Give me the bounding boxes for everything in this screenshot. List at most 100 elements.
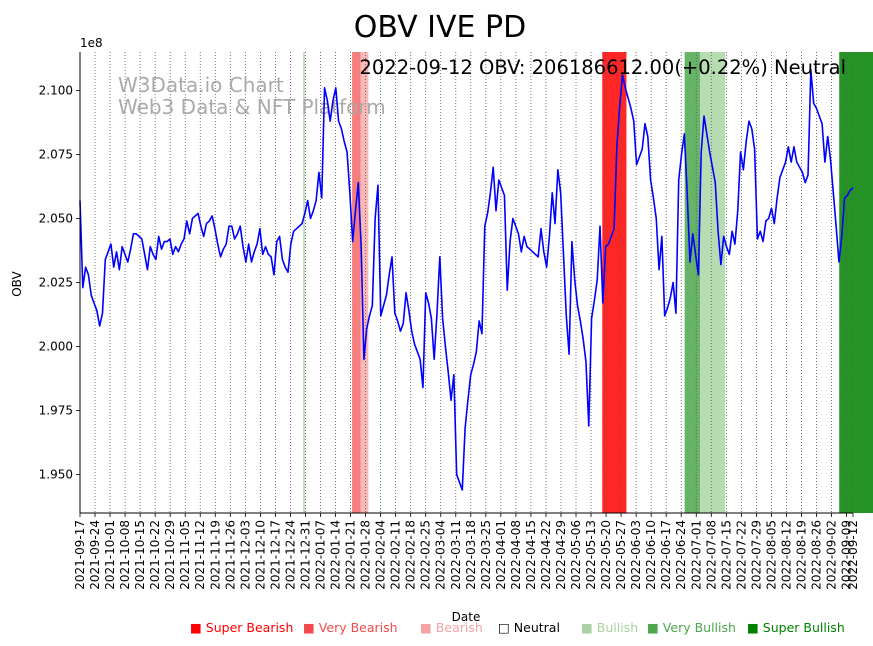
x-tick-label: 2021-10-22 <box>148 520 162 590</box>
legend-label: Super Bullish <box>762 620 845 635</box>
x-tick-label: 2022-02-04 <box>374 520 388 590</box>
x-tick-label: 2022-04-29 <box>554 520 568 590</box>
legend-item-bearish: ■ Bearish <box>420 620 483 635</box>
vertical-gridlines <box>79 52 854 513</box>
x-tick-label: 2021-12-24 <box>283 520 297 590</box>
x-tick-label: 2021-12-03 <box>238 520 252 590</box>
x-tick-label: 2022-09-12 <box>846 520 860 590</box>
x-tick-label: 2021-09-17 <box>73 520 87 590</box>
x-tick-label: 2022-08-12 <box>779 520 793 590</box>
legend-square-icon: ■ <box>747 620 763 635</box>
y-tick-label: 2.075 <box>39 147 73 161</box>
legend-item-neutral: □ Neutral <box>498 620 560 635</box>
x-tick-label: 2022-05-20 <box>599 520 613 590</box>
x-tick-label: 2021-10-29 <box>163 520 177 590</box>
legend: ■ Super Bearish ■ Very Bearish ■ Bearish… <box>186 620 866 638</box>
band-bearish <box>360 52 369 513</box>
y-tick-label: 2.100 <box>39 83 73 97</box>
band-bullish <box>700 52 726 513</box>
x-tick-label: 2022-02-18 <box>404 520 418 590</box>
x-axis-label: Date <box>452 610 481 624</box>
x-tick-label: 2022-03-25 <box>479 520 493 590</box>
band-very-bearish <box>352 52 361 513</box>
legend-item-very-bearish: ■ Very Bearish <box>303 620 398 635</box>
x-tick-label: 2021-09-24 <box>88 520 102 590</box>
x-tick-label: 2022-04-22 <box>539 520 553 590</box>
y-offset-label: 1e8 <box>80 36 103 50</box>
x-tick-label: 2021-11-05 <box>178 520 192 590</box>
x-tick-label: 2021-10-01 <box>103 520 117 590</box>
x-tick-label: 2022-01-21 <box>344 520 358 590</box>
watermark-line-1: W3Data.io Chart <box>118 73 284 97</box>
x-tick-label: 2022-04-01 <box>494 520 508 590</box>
x-tick-label: 2022-05-13 <box>584 520 598 590</box>
x-tick-label: 2022-03-04 <box>434 520 448 590</box>
x-tick-label: 2022-02-25 <box>419 520 433 590</box>
axes: 2021-09-17 2021-09-24 2021-10-01 2021-10-08… <box>39 52 860 590</box>
x-tick-label: 2021-10-15 <box>133 520 147 590</box>
legend-item-very-bullish: ■ Very Bullish <box>647 620 736 635</box>
y-tick-label: 2.050 <box>39 211 73 225</box>
x-tick-label: 2021-12-10 <box>253 520 267 590</box>
x-tick-label: 2022-02-11 <box>389 520 403 590</box>
x-tick-label: 2022-07-22 <box>734 520 748 590</box>
obv-annotation: 2022-09-12 OBV: 206186612.00(+0.22%) Neu… <box>359 56 846 79</box>
legend-item-super-bearish: ■ Super Bearish <box>190 620 293 635</box>
x-tick-label: 2022-07-15 <box>719 520 733 590</box>
legend-label: Neutral <box>513 620 560 635</box>
legend-square-icon: ■ <box>647 620 663 635</box>
y-tick-label: 1.950 <box>39 468 73 482</box>
x-tick-label: 2022-01-28 <box>359 520 373 590</box>
legend-item-super-bullish: ■ Super Bullish <box>747 620 845 635</box>
band-bullish <box>303 52 305 513</box>
legend-square-icon: ■ <box>420 620 436 635</box>
x-tick-label: 2022-01-07 <box>313 520 327 590</box>
x-tick-label: 2022-07-01 <box>689 520 703 590</box>
legend-square-icon: ■ <box>581 620 597 635</box>
x-tick-label: 2022-06-17 <box>659 520 673 590</box>
x-tick-label: 2022-08-26 <box>809 520 823 590</box>
legend-square-icon: ■ <box>190 620 206 635</box>
x-tick-label: 2022-07-29 <box>749 520 763 590</box>
y-tick-label: 2.025 <box>39 276 73 290</box>
legend-square-icon: □ <box>498 620 514 635</box>
chart-title: OBV IVE PD <box>354 10 526 45</box>
legend-label: Very Bullish <box>662 620 736 635</box>
y-tick-label: 2.000 <box>39 340 73 354</box>
legend-label: Super Bearish <box>205 620 294 635</box>
x-tick-label: 2022-03-11 <box>449 520 463 590</box>
x-tick-label: 2022-04-08 <box>509 520 523 590</box>
legend-label: Bullish <box>596 620 639 635</box>
y-tick-label: 1.975 <box>39 404 73 418</box>
x-tick-label: 2022-04-15 <box>524 520 538 590</box>
x-tick-label: 2022-01-14 <box>329 520 343 590</box>
obv-line-layer <box>79 69 854 491</box>
x-tick-label: 2022-06-10 <box>644 520 658 590</box>
x-tick-label: 2022-08-19 <box>794 520 808 590</box>
x-tick-label: 2022-05-06 <box>569 520 583 590</box>
band-very-bullish <box>684 52 701 513</box>
legend-label: Very Bearish <box>318 620 398 635</box>
watermark: W3Data.io Chart Web3 Data & NFT Platform <box>118 73 386 119</box>
x-tick-label: 2021-12-17 <box>268 520 282 590</box>
legend-label: Bearish <box>435 620 483 635</box>
watermark-line-2: Web3 Data & NFT Platform <box>118 95 386 119</box>
x-tick-label: 2021-11-26 <box>223 520 237 590</box>
x-tick-label: 2022-08-05 <box>764 520 778 590</box>
x-tick-label: 2022-09-09 <box>840 520 854 590</box>
x-tick-label: 2021-11-19 <box>208 520 222 590</box>
y-axis-label: OBV <box>10 270 24 296</box>
x-tick-label: 2021-10-08 <box>118 520 132 590</box>
x-tick-label: 2022-06-24 <box>674 520 688 590</box>
band-super-bullish <box>839 52 873 513</box>
x-tick-label: 2021-11-12 <box>193 520 207 590</box>
x-tick-label: 2021-12-31 <box>298 520 312 590</box>
legend-square-icon: ■ <box>303 620 319 635</box>
x-tick-label: 2022-05-27 <box>614 520 628 590</box>
x-tick-label: 2022-06-03 <box>629 520 643 590</box>
legend-item-bullish: ■ Bullish <box>581 620 638 635</box>
x-tick-label: 2022-03-18 <box>464 520 478 590</box>
x-tick-label: 2022-07-08 <box>704 520 718 590</box>
obv-line <box>79 69 854 491</box>
